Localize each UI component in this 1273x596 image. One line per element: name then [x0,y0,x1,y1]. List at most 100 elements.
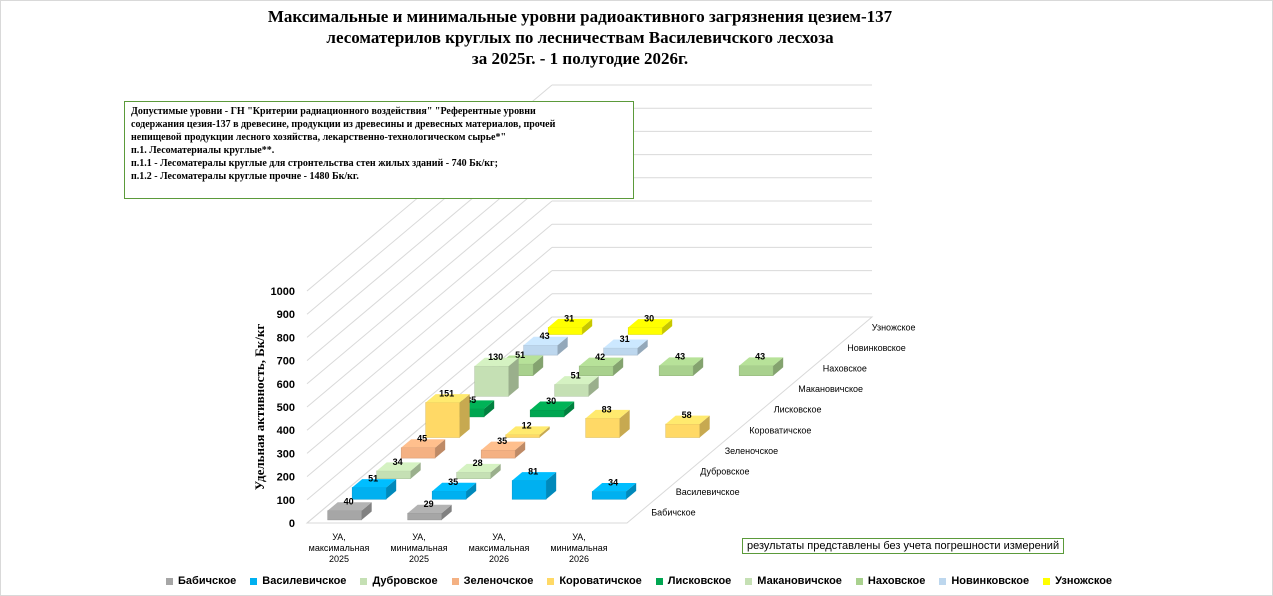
bar-side [699,415,710,438]
y-tick-label: 300 [277,448,295,460]
y-tick-label: 0 [289,518,295,530]
legend-swatch [1043,577,1051,585]
bar-front [480,449,516,459]
bar: 31 [547,313,593,335]
data-label: 35 [448,477,458,487]
bar-top [512,472,557,481]
legend-label: Зеленочское [463,575,534,587]
legend-label: Макановичское [757,575,842,587]
bar-side [539,426,550,438]
depth-axis-label: Наховское [823,364,867,374]
legend-label: Узножское [1055,575,1113,587]
gridlines [306,84,872,524]
bar-top [554,376,599,385]
data-label: 43 [540,331,550,341]
bar-top [481,441,526,450]
bar-front [658,365,694,376]
bar-front [376,470,411,479]
bar-top [530,401,575,410]
bar-top [432,482,477,492]
bar: 30 [627,314,673,335]
bar: 34 [591,477,637,500]
bar-side [490,463,501,479]
y-tick-label: 800 [277,332,295,344]
bar-top [665,415,710,425]
legend-swatch [939,577,947,585]
bar-side [773,357,784,376]
gridline-side [306,247,553,454]
data-label: 30 [546,396,556,406]
bar-side [466,482,477,500]
y-tick-label: 900 [277,309,295,321]
legend-label: Бабичское [178,575,237,587]
data-label: 35 [497,436,507,446]
bar: 51 [554,370,599,397]
note-line: Допустимые уровни - ГН "Критерии радиаци… [131,106,536,117]
bar: 28 [456,458,501,479]
chart-title-line-1: Максимальные и минимальные уровни радиоа… [267,7,893,26]
bar: 35 [480,436,526,459]
legend-swatch [855,577,863,585]
data-label: 51 [368,473,378,483]
depth-axis-label: Короватичское [749,425,811,435]
bar-top [352,479,397,488]
legend-item: Дубровское [360,575,438,587]
legend-item: Лисковское [655,575,731,587]
legend-item: Короватичское [547,575,642,587]
bar-side [662,319,673,335]
depth-axis-label: Зеленочское [725,446,778,456]
data-label: 31 [564,313,574,323]
depth-axis-label: Новинковское [847,343,906,353]
bar: 30 [529,396,575,418]
gridline-side [306,200,553,408]
chart-floor [305,316,874,524]
legend-swatch [745,577,753,585]
bar: 83 [585,404,630,438]
y-tick-label: 100 [277,495,295,507]
depth-axis-label: Бабичское [651,508,695,518]
data-label: 30 [644,314,654,324]
data-label: 83 [602,404,612,414]
bar-top [585,409,630,419]
bar: 151 [425,388,470,438]
data-label: 34 [608,477,618,487]
y-tick-label: 700 [277,356,295,368]
data-label: 12 [522,421,532,431]
bar-top [456,463,501,473]
bar-side [515,441,526,459]
bar: 58 [665,410,710,438]
bar: 35 [431,477,477,500]
y-tick-label: 500 [277,402,295,414]
bar-front [523,344,558,356]
legend-item: Василевичское [250,575,346,587]
gridline-side [306,223,553,431]
data-label: 45 [417,434,427,444]
bar: 29 [407,499,452,521]
bar-side [557,336,568,356]
data-label: 35 [466,395,476,405]
bar: 31 [603,334,648,356]
bar-front [474,365,509,397]
bar-top [628,319,673,328]
bar-front [529,409,565,418]
bar-front [505,434,540,438]
bar: 43 [658,352,704,376]
x-category-label: УА, максимальная 2025 [309,532,370,564]
bar-top [327,502,372,511]
chart-title-line-3: за 2025г. - 1 полугодие 2026г. [471,49,689,68]
bar-side [459,394,470,438]
bar-top [579,357,624,366]
bar-front [456,471,491,479]
data-label: 43 [675,352,685,362]
legend-swatch [547,577,555,585]
bar-side [637,339,648,356]
bar-front [351,487,387,500]
bar-side [508,357,519,397]
legend: Бабичское Василевичское Дубровское Зеленочс… [166,575,1112,587]
data-label: 58 [682,410,692,420]
bar: 81 [511,467,557,500]
x-category-label: УА, минимальная 2026 [550,532,607,564]
bar-side [546,472,557,500]
note-line: непищевой продукции лесного хозяйства, л… [131,132,506,143]
